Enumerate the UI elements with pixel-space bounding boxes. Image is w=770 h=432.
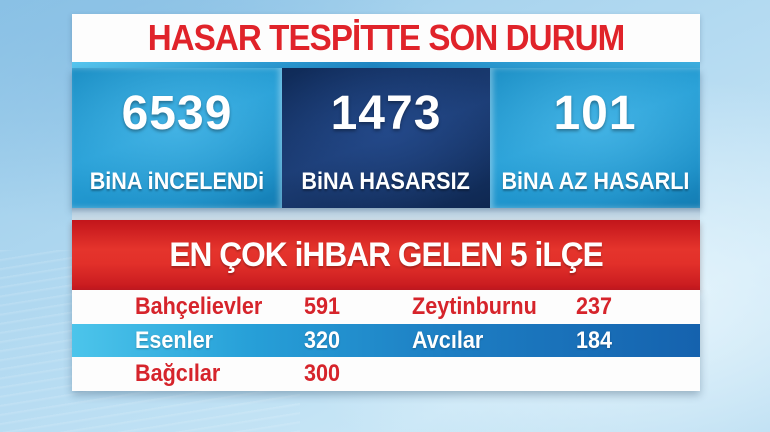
damage-stats-band: 6539 BiNA iNCELENDi 1473 BiNA HASARSIZ 1… bbox=[72, 68, 700, 208]
district-count: 237 bbox=[576, 293, 613, 320]
district-name: Esenler bbox=[135, 326, 214, 354]
headline-bar: HASAR TESPİTTE SON DURUM bbox=[72, 14, 700, 62]
district-table: Bahçelievler 591 Zeytinburnu 237 Esenler… bbox=[72, 290, 700, 391]
district-name: Bağcılar bbox=[135, 360, 221, 387]
stat-value: 101 bbox=[553, 87, 637, 140]
table-row: Esenler 320 Avcılar 184 bbox=[72, 324, 700, 357]
stat-label: BiNA iNCELENDi bbox=[89, 168, 265, 195]
stat-card-buildings-undamaged: 1473 BiNA HASARSIZ bbox=[282, 68, 490, 208]
district-count: 320 bbox=[304, 326, 341, 354]
district-count: 184 bbox=[576, 326, 613, 354]
districts-banner: EN ÇOK iHBAR GELEN 5 iLÇE bbox=[72, 220, 700, 290]
stat-value: 1473 bbox=[330, 87, 442, 140]
table-row: Bahçelievler 591 Zeytinburnu 237 bbox=[72, 290, 700, 324]
stat-value: 6539 bbox=[121, 87, 233, 140]
stat-card-buildings-inspected: 6539 BiNA iNCELENDi bbox=[72, 68, 282, 208]
table-row: Bağcılar 300 bbox=[72, 357, 700, 391]
district-count: 300 bbox=[304, 360, 341, 387]
headline-divider-strip bbox=[72, 62, 700, 68]
stat-label: BiNA HASARSIZ bbox=[301, 168, 471, 195]
stat-label: BiNA AZ HASARLI bbox=[501, 168, 689, 195]
district-name: Avcılar bbox=[412, 326, 484, 354]
district-name: Zeytinburnu bbox=[412, 293, 537, 320]
district-count: 591 bbox=[304, 293, 341, 320]
districts-banner-title: EN ÇOK iHBAR GELEN 5 iLÇE bbox=[169, 235, 603, 274]
headline-title: HASAR TESPİTTE SON DURUM bbox=[147, 17, 626, 58]
district-name: Bahçelievler bbox=[135, 293, 263, 320]
stat-card-buildings-lightly-damaged: 101 BiNA AZ HASARLI bbox=[490, 68, 700, 208]
section-gap bbox=[72, 208, 700, 220]
